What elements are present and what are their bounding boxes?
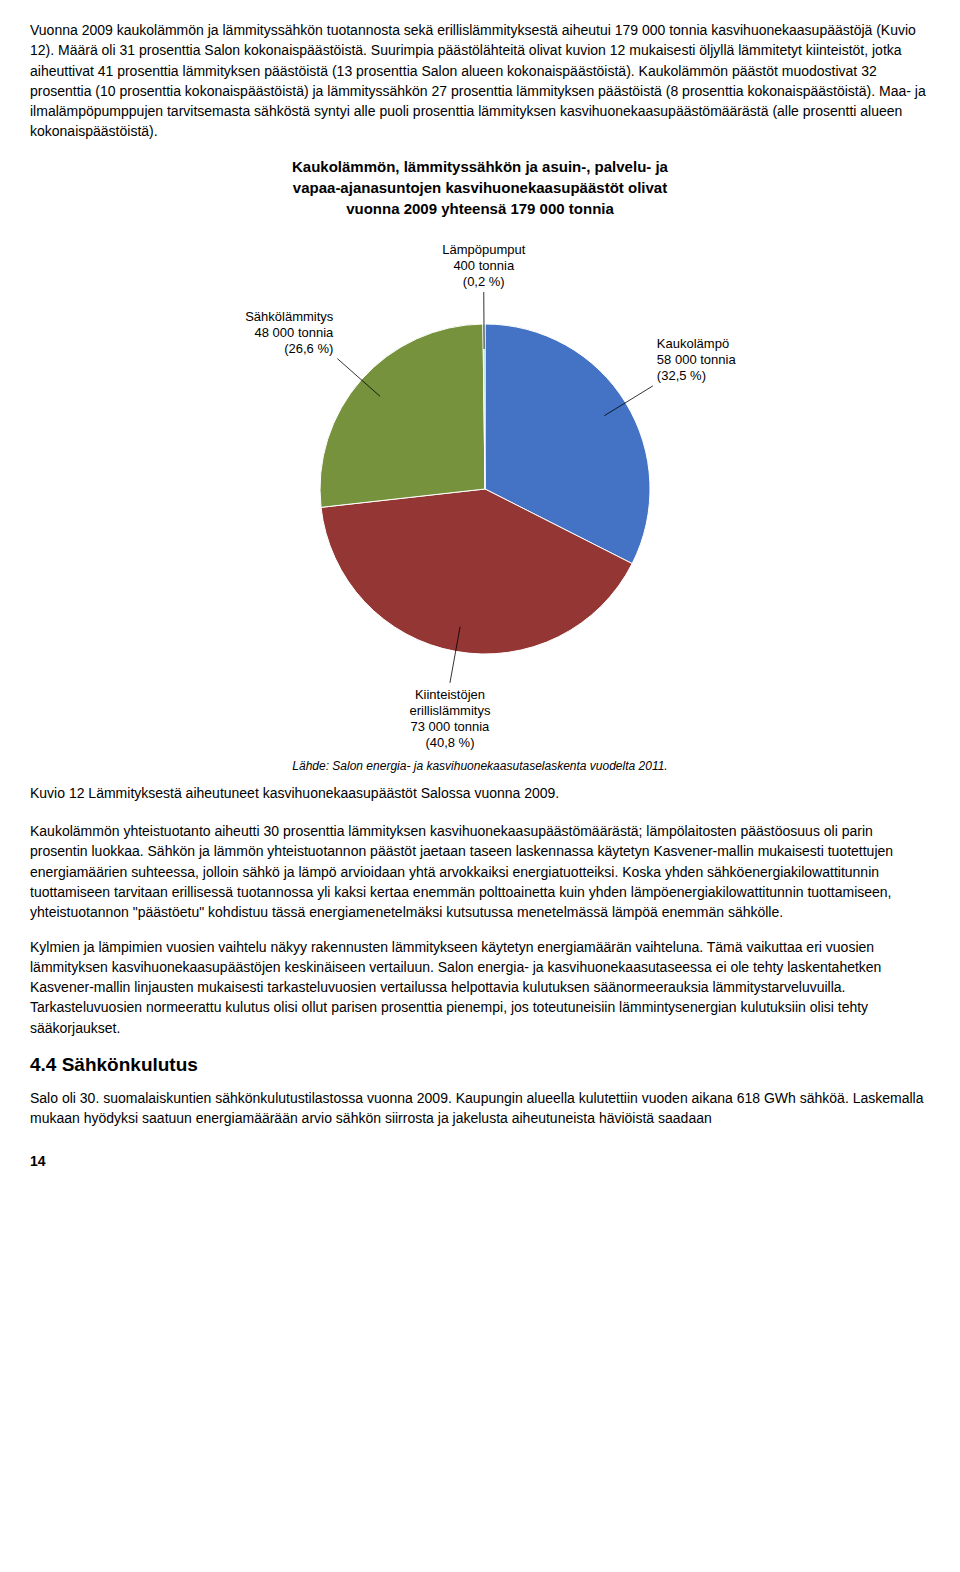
html-text:Kuvio 12 Lämmityksestä aiheutu: Kuvio 12 Lämmityksestä aiheutuneet kasvi… (30, 784, 560, 801)
svg-text:Sähkölämmitys48 000 tonnia(26,: Sähkölämmitys48 000 tonnia(26,6 %) (245, 308, 334, 355)
html-text:14: 14 (30, 1152, 46, 1169)
html-text:Kaukolämmön, lämmityssähkön ja: Kaukolämmön, lämmityssähkön ja asuin-, p… (292, 157, 668, 175)
html-text:Lähde: Salon energia- ja kasvi: Lähde: Salon energia- ja kasvihuonekaasu… (292, 758, 668, 773)
svg-text:Kaukolämpö58 000 tonnia(32,5 %: Kaukolämpö58 000 tonnia(32,5 %) (657, 336, 737, 383)
svg-text:Kiinteistöjenerillislämmitys73: Kiinteistöjenerillislämmitys73 000 tonni… (410, 687, 491, 750)
html-text:Vuonna 2009 kaukolämmön ja läm: Vuonna 2009 kaukolämmön ja lämmityssähkö… (30, 22, 926, 140)
html-text:4.4 Sähkönkulutus: 4.4 Sähkönkulutus (30, 1054, 198, 1075)
svg-text:Lämpöpumput400 tonnia(0,2 %): Lämpöpumput400 tonnia(0,2 %) (442, 242, 525, 289)
html-text:Salo oli 30. suomalaiskuntien: Salo oli 30. suomalaiskuntien sähkönkulu… (30, 1090, 924, 1127)
html-text:Kylmien ja lämpimien vuosien v: Kylmien ja lämpimien vuosien vaihtelu nä… (30, 938, 882, 1036)
html-text:vapaa-ajanasuntojen kasvihuone: vapaa-ajanasuntojen kasvihuonekaasupääst… (292, 178, 668, 196)
html-text:vuonna 2009 yhteensä 179 000 t: vuonna 2009 yhteensä 179 000 tonnia (346, 199, 614, 217)
html-text:Kaukolämmön yhteistuotanto aih: Kaukolämmön yhteistuotanto aiheutti 30 p… (30, 823, 894, 921)
